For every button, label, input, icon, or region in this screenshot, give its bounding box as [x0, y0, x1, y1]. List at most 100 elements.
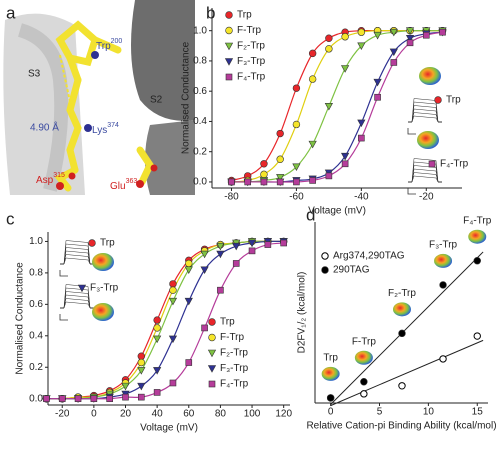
marker: [389, 28, 398, 37]
panel-label: b: [206, 3, 215, 22]
marker: [276, 129, 284, 138]
inset-marker: [434, 96, 442, 104]
molecule-icon: [392, 302, 411, 317]
distance-label: 4.90 Å: [30, 121, 59, 134]
marker: [264, 241, 272, 248]
residue-number: 374: [107, 122, 119, 129]
marker: [309, 177, 316, 184]
marker: [360, 390, 368, 398]
molecule-icon: [434, 253, 453, 268]
molecule-icon: [419, 67, 441, 85]
molecule-icon: [92, 253, 114, 271]
marker: [153, 389, 161, 396]
scale-bar: [407, 188, 416, 195]
current-trace: [60, 284, 94, 309]
y-tick-label: 1.0: [29, 236, 43, 247]
y-axis-label: D2FV₁/₂ (kcal/mol): [297, 272, 308, 354]
y-axis-label: Normalised Conductance: [181, 41, 192, 154]
marker: [357, 42, 366, 51]
marker: [200, 250, 209, 259]
inset-label: Trp: [446, 95, 461, 106]
x-tick-label: 60: [183, 409, 195, 420]
marker: [232, 242, 241, 251]
marker: [325, 45, 333, 53]
marker: [153, 367, 162, 375]
legend-marker: [225, 26, 233, 35]
inset-label: F₄-Trp: [440, 159, 469, 170]
point-label: F₃-Trp: [429, 240, 458, 251]
fit-line: [330, 339, 484, 407]
marker: [341, 160, 349, 168]
inset-marker: [428, 160, 436, 168]
y-tick-label: 0.0: [193, 177, 207, 188]
marker: [360, 378, 368, 386]
residue-number: 363: [126, 178, 138, 185]
legend-marker: [207, 349, 217, 358]
scale-bar: [407, 128, 416, 135]
marker: [292, 84, 301, 92]
marker: [185, 359, 193, 366]
residue-number: 200: [111, 38, 123, 45]
series-line: [231, 29, 443, 183]
marker: [169, 280, 177, 288]
x-tick-label: -20: [55, 409, 70, 420]
legend-label: Trp: [237, 10, 252, 21]
marker: [200, 266, 209, 274]
y-tick-label: 1.0: [193, 25, 207, 36]
legend-label: Trp: [220, 317, 235, 328]
marker: [122, 393, 129, 401]
marker: [276, 178, 284, 186]
residue: Lys: [92, 125, 107, 136]
marker: [137, 382, 146, 391]
marker: [357, 28, 366, 36]
legend-marker: [208, 333, 216, 342]
marker: [390, 59, 398, 66]
y-tick-label: 0.0: [29, 393, 43, 404]
scale-bar: [59, 270, 68, 277]
y-tick-label: 0.4: [29, 330, 43, 341]
y-tick-label: 0.2: [193, 146, 207, 157]
x-axis-label: Voltage (mV): [140, 423, 198, 434]
molecule-icon: [354, 350, 373, 365]
molecule-icon: [468, 229, 487, 244]
structure-label: Trp200: [96, 38, 122, 52]
marker: [138, 393, 145, 401]
y-tick-label: 0.2: [29, 362, 43, 373]
inset-label: F₃-Trp: [90, 283, 119, 294]
legend-label: 290TAG: [333, 265, 370, 276]
marker: [341, 65, 350, 73]
marker: [216, 242, 225, 251]
marker: [280, 239, 287, 247]
marker: [405, 27, 415, 35]
marker: [184, 266, 193, 274]
marker: [43, 395, 50, 403]
marker: [292, 120, 301, 129]
marker: [232, 260, 240, 267]
legend-label: Arg374,290TAG: [333, 251, 405, 262]
x-tick-label: 0: [328, 407, 334, 418]
marker: [153, 316, 161, 324]
point-label: F-Trp: [352, 336, 377, 347]
marker: [248, 247, 256, 255]
y-tick-label: 0.8: [29, 268, 43, 279]
residue: Glu: [110, 181, 126, 192]
structure-label: Glu363: [110, 178, 137, 192]
legend-label: F-Trp: [220, 332, 245, 343]
marker: [247, 239, 257, 248]
x-tick-label: 15: [472, 407, 484, 418]
x-tick-label: 120: [275, 409, 292, 420]
marker: [168, 297, 178, 306]
marker: [276, 174, 285, 182]
legend-label: F₂-Trp: [220, 348, 248, 359]
legend-marker: [225, 11, 233, 19]
marker: [357, 119, 366, 128]
marker: [90, 395, 98, 403]
marker: [244, 178, 252, 186]
legend-label: F₂-Trp: [237, 41, 265, 52]
marker: [276, 155, 284, 163]
structure-label: Asp315: [36, 172, 65, 186]
inset-marker: [77, 284, 87, 293]
marker: [325, 34, 333, 42]
legend-marker: [208, 380, 216, 388]
y-tick-label: 0.6: [193, 86, 207, 97]
